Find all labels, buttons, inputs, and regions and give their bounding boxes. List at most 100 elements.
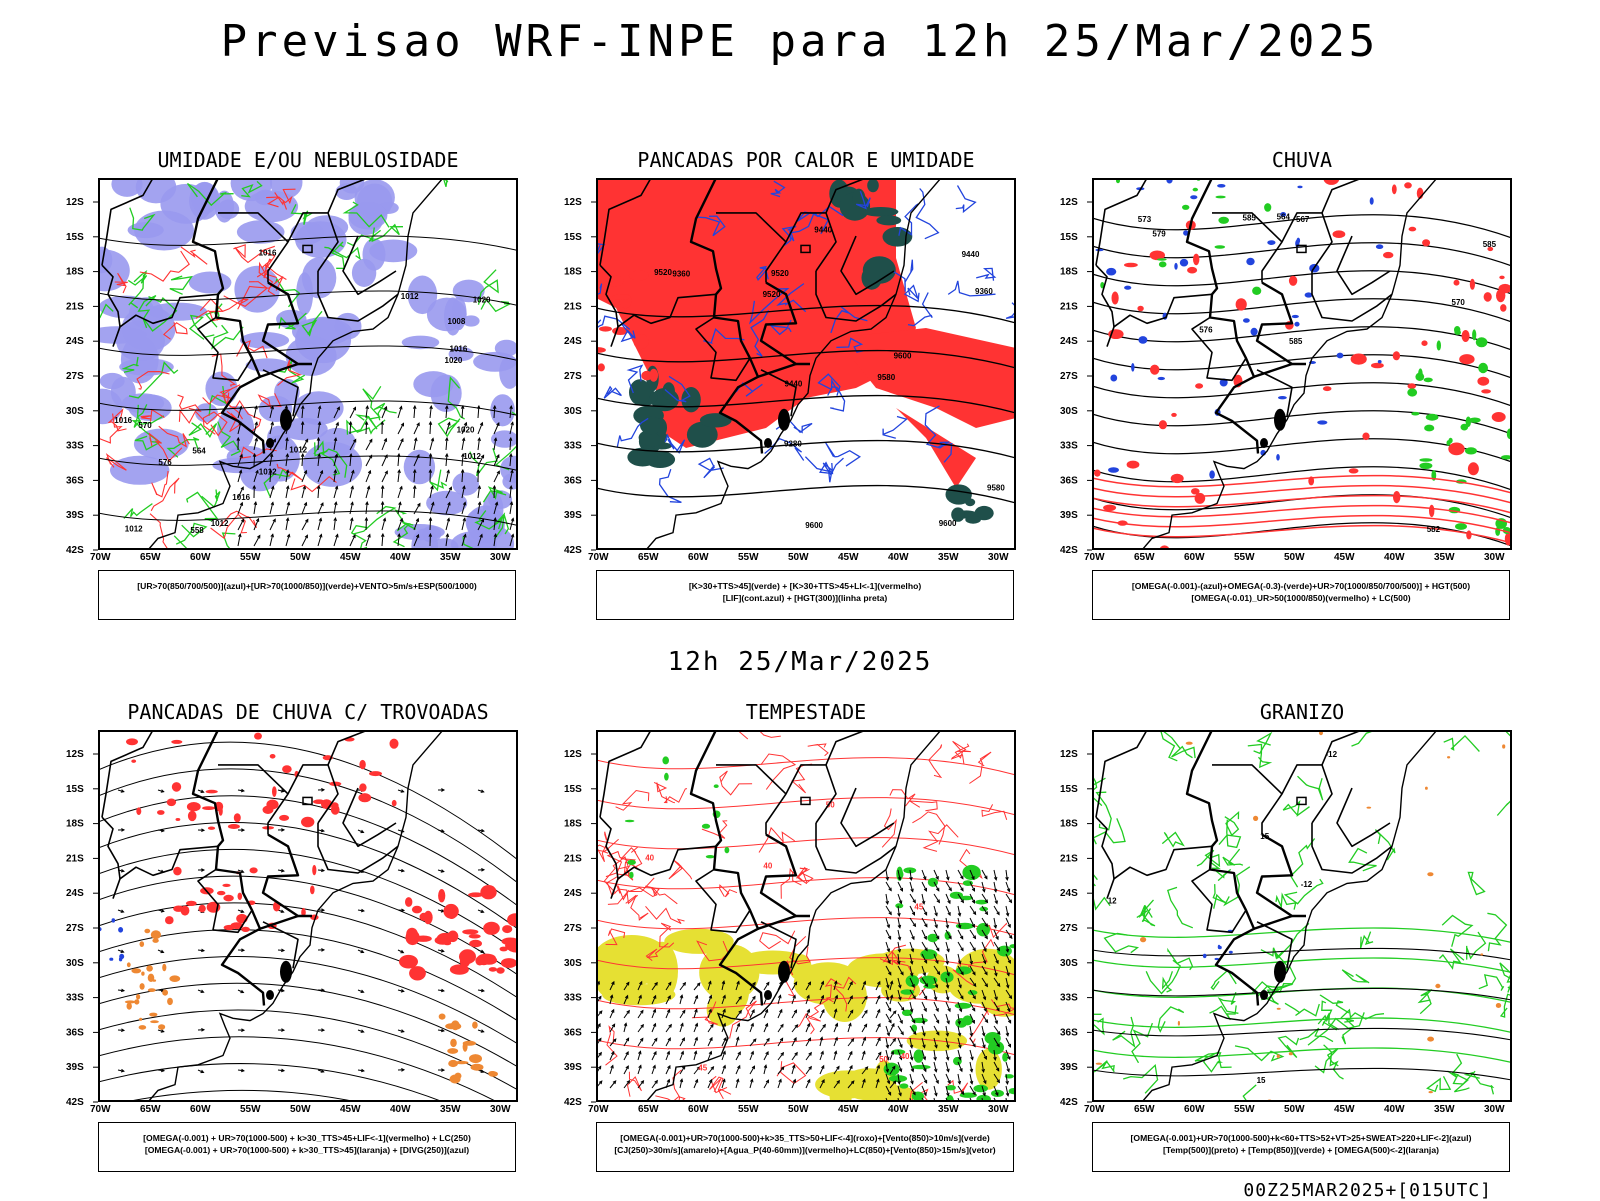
lat-label: 12S bbox=[66, 749, 84, 760]
contour-label: 570 bbox=[138, 421, 152, 430]
lon-label: 30W bbox=[988, 1104, 1009, 1114]
lat-label: 18S bbox=[564, 267, 582, 278]
lat-label: 18S bbox=[564, 819, 582, 830]
contour-label: 9280 bbox=[784, 440, 802, 449]
panel-title: TEMPESTADE bbox=[596, 700, 1016, 724]
lat-label: 36S bbox=[66, 475, 84, 486]
lat-label: 27S bbox=[564, 371, 582, 382]
lat-label: 21S bbox=[66, 853, 84, 864]
lat-label: 21S bbox=[66, 301, 84, 312]
contour-label: 585 bbox=[1483, 240, 1497, 249]
lat-label: 12S bbox=[66, 197, 84, 208]
lat-label: 33S bbox=[564, 441, 582, 452]
contour-label: 45 bbox=[698, 1063, 707, 1072]
lon-label: 30W bbox=[988, 552, 1009, 562]
lat-label: 39S bbox=[564, 510, 582, 521]
legend-box: [OMEGA(-0.001)-(azul)+OMEGA(-0.3)-(verde… bbox=[1092, 570, 1510, 620]
lon-label: 35W bbox=[440, 1104, 461, 1114]
lat-label: 27S bbox=[1060, 371, 1078, 382]
lon-label: 60W bbox=[688, 1104, 709, 1114]
contour-label: 1012 bbox=[211, 519, 229, 528]
contour-label: 570 bbox=[1452, 298, 1466, 307]
lat-label: 33S bbox=[66, 441, 84, 452]
contour-label: 9520 bbox=[654, 268, 672, 277]
lon-label: 70W bbox=[90, 1104, 111, 1114]
lon-label: 40W bbox=[390, 1104, 411, 1114]
contour-label: 576 bbox=[158, 458, 172, 467]
lon-label: 50W bbox=[290, 552, 311, 562]
lon-label: 65W bbox=[140, 552, 161, 562]
lon-label: 55W bbox=[1234, 552, 1255, 562]
lon-label: 35W bbox=[938, 1104, 959, 1114]
lat-label: 21S bbox=[1060, 301, 1078, 312]
lat-label: 24S bbox=[1060, 888, 1078, 899]
lat-label: 18S bbox=[66, 267, 84, 278]
lat-label: 24S bbox=[564, 336, 582, 347]
legend-text: [OMEGA(-0.01)_UR>50(1000/850)(vermelho) … bbox=[1093, 592, 1509, 604]
lon-label: 60W bbox=[1184, 552, 1205, 562]
contour-label: 1020 bbox=[473, 296, 491, 305]
lon-label: 30W bbox=[490, 552, 511, 562]
lat-label: 39S bbox=[1060, 1062, 1078, 1073]
lon-label: 70W bbox=[90, 552, 111, 562]
lat-label: 24S bbox=[66, 336, 84, 347]
lon-label: 60W bbox=[1184, 1104, 1205, 1114]
lon-label: 40W bbox=[888, 552, 909, 562]
lat-label: 36S bbox=[564, 475, 582, 486]
lat-label: 42S bbox=[564, 545, 582, 556]
lat-label: 30S bbox=[66, 958, 84, 969]
contour-label: 1016 bbox=[114, 416, 132, 425]
lat-label: 33S bbox=[66, 993, 84, 1004]
lat-label: 39S bbox=[66, 1062, 84, 1073]
lat-label: 15S bbox=[66, 784, 84, 795]
lat-label: 12S bbox=[1060, 197, 1078, 208]
contour-label: 573 bbox=[1138, 215, 1152, 224]
lat-label: 18S bbox=[66, 819, 84, 830]
lon-label: 45W bbox=[1334, 552, 1355, 562]
lat-label: 15S bbox=[1060, 784, 1078, 795]
lon-label: 70W bbox=[1084, 552, 1105, 562]
contour-label: 9580 bbox=[987, 484, 1005, 493]
contour-label: 576 bbox=[1199, 326, 1213, 335]
panel-title: CHUVA bbox=[1092, 148, 1512, 172]
contour-label: 564 bbox=[192, 446, 206, 455]
lat-label: 12S bbox=[1060, 749, 1078, 760]
lon-label: 35W bbox=[1434, 552, 1455, 562]
lon-label: 45W bbox=[340, 552, 361, 562]
lat-label: 42S bbox=[564, 1097, 582, 1108]
map-umidade: 1012101610121016101210121016102010201020… bbox=[98, 178, 518, 550]
lat-label: 27S bbox=[1060, 923, 1078, 934]
lat-label: 15S bbox=[66, 232, 84, 243]
legend-text: [UR>70(850/700/500)](azul)+[UR>70(1000/8… bbox=[99, 580, 515, 592]
contour-label: 1016 bbox=[450, 345, 468, 354]
contour-label: 567 bbox=[1296, 215, 1310, 224]
lon-label: 70W bbox=[1084, 1104, 1105, 1114]
contour-label: 40 bbox=[763, 861, 772, 870]
lat-label: 15S bbox=[1060, 232, 1078, 243]
lat-label: 42S bbox=[66, 1097, 84, 1108]
lon-label: 45W bbox=[838, 1104, 859, 1114]
lat-label: 30S bbox=[66, 406, 84, 417]
lat-label: 36S bbox=[66, 1027, 84, 1038]
lat-label: 33S bbox=[564, 993, 582, 1004]
contour-label: 1012 bbox=[125, 525, 143, 534]
contour-label: 9600 bbox=[805, 521, 823, 530]
legend-text: [OMEGA(-0.001)+UR>70(1000-500)+k>35_TTS>… bbox=[597, 1132, 1013, 1144]
lat-label: 39S bbox=[66, 510, 84, 521]
contour-label: 564 bbox=[1277, 213, 1291, 222]
panel-title: PANCADAS DE CHUVA C/ TROVOADAS bbox=[98, 700, 518, 724]
main-title: Previsao WRF-INPE para 12h 25/Mar/2025 bbox=[0, 16, 1600, 67]
lon-label: 40W bbox=[1384, 1104, 1405, 1114]
lat-label: 27S bbox=[66, 371, 84, 382]
lat-label: 30S bbox=[1060, 958, 1078, 969]
forecast-run-label: 00Z25MAR2025+[015UTC] bbox=[1243, 1180, 1492, 1201]
contour-label: 12 bbox=[1108, 896, 1117, 905]
panel-title: GRANIZO bbox=[1092, 700, 1512, 724]
panel-title: UMIDADE E/OU NEBULOSIDADE bbox=[98, 148, 518, 172]
contour-label: 45 bbox=[914, 902, 923, 911]
legend-text: [OMEGA(-0.001)-(azul)+OMEGA(-0.3)-(verde… bbox=[1093, 580, 1509, 592]
contour-label: 1012 bbox=[289, 446, 307, 455]
lon-label: 65W bbox=[140, 1104, 161, 1114]
lat-label: 30S bbox=[564, 406, 582, 417]
contour-label: 1020 bbox=[457, 425, 475, 434]
